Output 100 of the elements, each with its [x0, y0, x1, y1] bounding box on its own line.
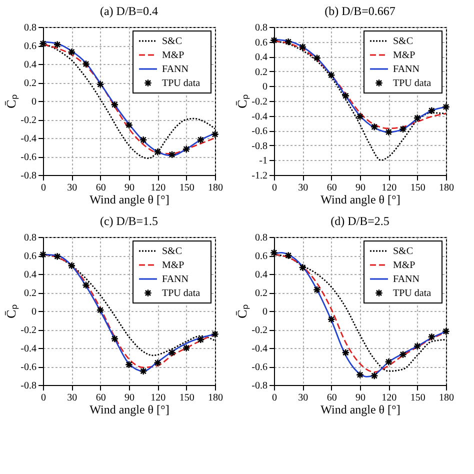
x-tick-label: 90 [124, 392, 134, 404]
x-tick-label: 0 [41, 392, 46, 404]
point [124, 121, 134, 130]
point [384, 128, 393, 136]
point [398, 350, 408, 358]
legend-label: TPU data [393, 288, 432, 299]
point [196, 136, 205, 144]
x-tick-label: 120 [150, 182, 166, 194]
point [154, 148, 162, 156]
x-tick-label: 180 [439, 392, 454, 404]
y-axis-title: C̄ₚ [4, 94, 20, 108]
y-tick-label: -0.6 [252, 126, 268, 138]
y-tick-label: -0.8 [20, 170, 36, 182]
point [210, 130, 220, 138]
point [298, 42, 307, 51]
point [53, 252, 62, 260]
y-tick-label: -0.4 [20, 344, 36, 354]
x-tick-label: 30 [298, 182, 308, 194]
y-tick-label: 0.4 [255, 52, 268, 64]
y-tick-label: -0.6 [20, 362, 36, 373]
y-tick-label: -0.2 [252, 96, 268, 108]
x-tick-label: 30 [67, 182, 78, 194]
y-tick-label: 0.2 [24, 78, 36, 89]
x-tick-label: 0 [272, 392, 277, 404]
x-tick-label: 120 [382, 392, 397, 404]
legend-label: FANN [393, 64, 420, 75]
y-tick-label: -0.8 [20, 380, 36, 392]
point [442, 327, 450, 336]
y-tick-label: 0.6 [24, 41, 36, 52]
point [82, 281, 90, 290]
y-tick-label: 0.4 [24, 60, 36, 70]
y-tick-label: 0.6 [255, 37, 268, 48]
point [82, 60, 90, 68]
point [312, 286, 322, 294]
point [38, 40, 48, 48]
point [53, 40, 62, 49]
point [428, 106, 436, 115]
point [356, 370, 364, 379]
y-tick-label: 0.2 [255, 288, 268, 299]
y-tick-label: 0 [32, 96, 36, 108]
y-tick-label: -0.6 [252, 362, 268, 373]
y-tick-label: -1.2 [252, 170, 268, 182]
point [38, 250, 48, 259]
chart-title: (b) D/B=0.667 [324, 4, 396, 18]
point [182, 145, 190, 154]
y-tick-label: 0.6 [255, 251, 268, 262]
x-tick-label: 150 [410, 182, 426, 194]
y-tick-label: 0.8 [24, 22, 36, 34]
x-tick-label: 0 [41, 182, 46, 194]
x-tick-label: 30 [298, 392, 308, 404]
x-tick-label: 150 [179, 392, 194, 404]
point [110, 100, 119, 109]
y-tick-label: -0.4 [252, 111, 268, 122]
x-tick-label: 60 [326, 392, 337, 404]
x-tick-label: 90 [356, 182, 366, 194]
x-axis-title: Wind angle θ [°] [90, 402, 170, 416]
point [270, 248, 278, 257]
point [168, 348, 176, 357]
y-tick-label: -0.2 [252, 325, 268, 336]
y-tick-label: -0.8 [252, 140, 268, 152]
y-tick-label: 0.4 [255, 270, 268, 280]
legend-label: M&P [162, 260, 185, 271]
point [370, 372, 378, 380]
x-tick-label: 120 [150, 392, 166, 404]
point [168, 150, 176, 159]
point [96, 306, 104, 314]
y-tick-label: 0.8 [24, 232, 36, 244]
x-tick-label: 60 [96, 182, 106, 194]
point [124, 360, 134, 369]
point [68, 48, 76, 56]
chart-title: (d) D/B=2.5 [330, 214, 390, 228]
legend-label: S&C [162, 36, 182, 47]
y-tick-label: -0.6 [20, 152, 36, 163]
point [270, 36, 278, 44]
point [342, 348, 350, 357]
point [384, 358, 393, 366]
point [139, 136, 148, 144]
x-axis-title: Wind angle θ [°] [90, 192, 170, 206]
y-tick-label: 0.8 [255, 22, 268, 34]
point [413, 114, 422, 122]
legend-label: S&C [393, 246, 414, 257]
point [196, 336, 205, 344]
point [182, 344, 190, 352]
legend-label: TPU data [393, 78, 432, 89]
x-tick-label: 30 [67, 392, 78, 404]
point [398, 125, 408, 134]
point [413, 342, 422, 350]
x-axis-title: Wind angle θ [°] [320, 192, 400, 206]
point [210, 330, 220, 338]
y-axis-title: C̄ₚ [4, 304, 20, 318]
y-tick-label: 0.2 [24, 288, 36, 299]
point [284, 38, 292, 46]
y-tick-label: 0.4 [24, 270, 36, 280]
point [428, 332, 436, 341]
y-tick-label: 0 [262, 306, 268, 318]
x-tick-label: 150 [410, 392, 426, 404]
chart-title: (c) D/B=1.5 [100, 214, 158, 228]
y-tick-label: 0.2 [255, 66, 268, 78]
point [342, 92, 350, 100]
x-tick-label: 60 [326, 182, 337, 194]
